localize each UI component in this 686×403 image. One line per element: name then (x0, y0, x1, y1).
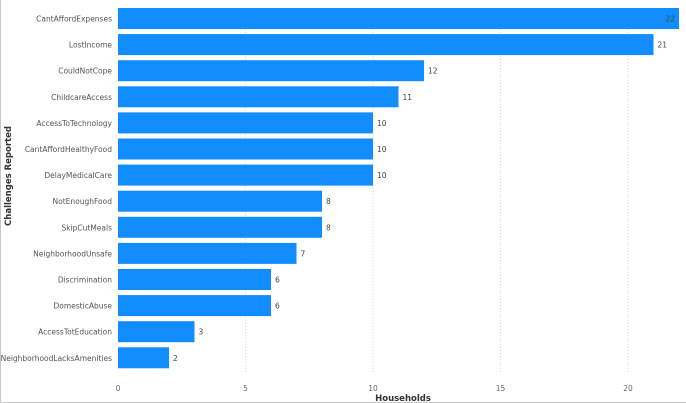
data-label: 2 (173, 354, 178, 363)
y-axis-title: Challenges Reported (4, 126, 14, 226)
bar[interactable] (118, 8, 679, 29)
x-tick-label: 10 (368, 384, 378, 393)
bar[interactable] (118, 86, 399, 108)
bar[interactable] (118, 242, 297, 264)
x-tick-label: 15 (496, 384, 506, 393)
data-label: 6 (275, 302, 280, 311)
data-label: 12 (428, 67, 438, 76)
data-label: 11 (403, 93, 413, 102)
category-label: NeighborhoodLacksAmenities (1, 354, 112, 363)
data-label: 10 (377, 171, 387, 180)
x-tick-label: 0 (116, 384, 121, 393)
bar[interactable] (118, 321, 195, 343)
category-label: NeighborhoodUnsafe (33, 249, 112, 258)
category-label: CantAffordExpenses (36, 15, 112, 24)
x-axis-title: Households (375, 394, 431, 403)
data-label: 3 (199, 328, 204, 337)
data-label: 21 (658, 41, 668, 50)
data-label: 10 (377, 145, 387, 154)
data-label: 8 (326, 197, 331, 206)
category-label: LostIncome (69, 41, 112, 50)
category-label: DomesticAbuse (53, 302, 112, 311)
category-label: CantAffordHealthyFood (25, 145, 112, 154)
bar[interactable] (118, 269, 271, 290)
bar[interactable] (118, 347, 169, 369)
data-label: 6 (275, 276, 280, 285)
bar[interactable] (118, 112, 373, 134)
bar[interactable] (118, 164, 373, 186)
x-tick-label: 20 (623, 384, 633, 393)
bar[interactable] (118, 34, 654, 56)
x-tick-label: 5 (243, 384, 248, 393)
category-label: Discrimination (58, 276, 112, 285)
data-label: 8 (326, 223, 331, 232)
bar[interactable] (118, 216, 322, 238)
bar[interactable] (118, 295, 271, 317)
data-label: 10 (377, 119, 387, 128)
data-label: 7 (301, 249, 306, 258)
bar[interactable] (118, 190, 322, 212)
bar[interactable] (118, 138, 373, 160)
data-label: 22 (665, 15, 675, 24)
category-label: NotEnoughFood (53, 197, 113, 206)
category-label: CouldNotCope (58, 67, 112, 76)
bar[interactable] (118, 60, 424, 82)
bars (118, 8, 679, 369)
category-label: AccessTotEducation (38, 328, 112, 337)
category-label: AccessToTechnology (36, 119, 112, 128)
category-label: ChildcareAccess (51, 93, 112, 102)
category-label: SkipCutMeals (61, 223, 112, 232)
category-label: DelayMedicalCare (44, 171, 112, 180)
